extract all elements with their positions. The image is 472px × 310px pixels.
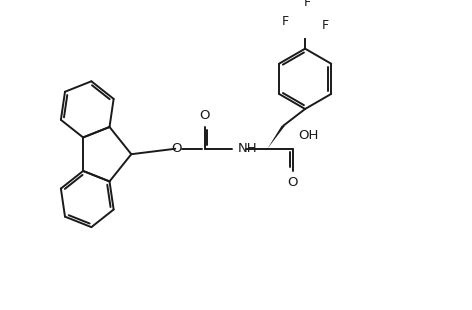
Text: OH: OH xyxy=(298,130,318,143)
Text: O: O xyxy=(287,175,298,188)
Text: F: F xyxy=(282,15,289,28)
Text: O: O xyxy=(172,142,182,155)
Polygon shape xyxy=(268,126,285,149)
Text: NH: NH xyxy=(237,142,257,155)
Text: F: F xyxy=(303,0,311,9)
Text: F: F xyxy=(321,19,329,32)
Text: O: O xyxy=(199,109,210,122)
